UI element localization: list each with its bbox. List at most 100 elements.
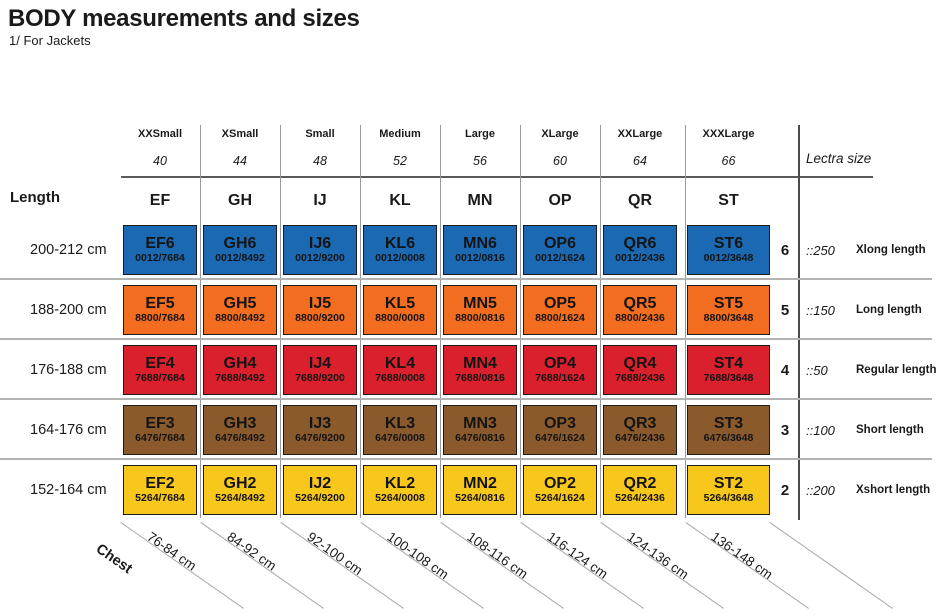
lectra-divider-line (798, 125, 800, 520)
size-cell: KL6 0012/0008 (363, 225, 437, 275)
size-cell-code: EF4 (145, 354, 175, 372)
column-size-number: 60 (553, 154, 567, 168)
row-separator-line (0, 338, 932, 340)
size-cell-code: GH4 (223, 354, 257, 372)
size-cell-code: GH3 (223, 414, 257, 432)
chest-range-label: 100-108 cm (384, 529, 452, 583)
size-cell: OP3 6476/1624 (523, 405, 597, 455)
size-cell: QR3 6476/2436 (603, 405, 677, 455)
row-length-range: 200-212 cm (30, 242, 107, 258)
chest-range-label: 92-100 cm (304, 529, 366, 578)
size-cell-subcode: 0012/3648 (703, 252, 754, 265)
column-size-name: XSmall (221, 128, 259, 140)
size-cell-code: KL2 (384, 474, 416, 492)
size-cell-subcode: 5264/9200 (295, 492, 345, 505)
column-divider-line (440, 125, 441, 518)
row-size-number: 6 (780, 241, 790, 259)
size-cell-subcode: 7688/0816 (455, 372, 505, 385)
column-letter-code: OP (548, 192, 572, 209)
size-cell-code: MN6 (463, 234, 497, 252)
row-length-name: Xlong length (856, 244, 926, 256)
size-cell-code: OP6 (543, 234, 576, 252)
size-cell-code: OP2 (543, 474, 576, 492)
row-length-name: Regular length (856, 364, 937, 376)
size-cell-subcode: 0012/9200 (295, 252, 345, 265)
column-size-number: 66 (721, 154, 736, 168)
lectra-size-header: Lectra size (806, 151, 872, 166)
size-cell: ST4 7688/3648 (687, 345, 770, 395)
row-length-name: Short length (856, 424, 924, 436)
size-cell-subcode: 0012/1624 (535, 252, 585, 265)
size-cell: EF6 0012/7684 (123, 225, 197, 275)
size-cell: OP4 7688/1624 (523, 345, 597, 395)
size-cell: OP6 0012/1624 (523, 225, 597, 275)
size-cell-subcode: 5264/1624 (535, 492, 585, 505)
page-subtitle: 1/ For Jackets (9, 33, 91, 48)
chest-range-label: 76-84 cm (144, 529, 200, 574)
column-size-number: 52 (393, 154, 407, 168)
size-cell-code: GH2 (223, 474, 257, 492)
size-cell-code: EF2 (145, 474, 175, 492)
column-size-name: XXSmall (137, 128, 183, 140)
row-length-name: Xshort length (856, 484, 931, 496)
column-size-name: XXXLarge (702, 128, 755, 140)
size-cell-subcode: 6476/1624 (535, 432, 585, 445)
column-size-number: 44 (233, 154, 247, 168)
column-size-number: 48 (313, 154, 327, 168)
size-cell: KL2 5264/0008 (363, 465, 437, 515)
size-cell-subcode: 5264/0816 (455, 492, 505, 505)
chest-range-label: 136-148 cm (708, 529, 776, 583)
row-separator-line (0, 398, 932, 400)
size-cell-subcode: 7688/8492 (215, 372, 265, 385)
size-cell-code: ST3 (713, 414, 744, 432)
chest-diagonal-line (200, 522, 324, 610)
row-separator-line (0, 278, 932, 280)
header-rule (121, 176, 873, 178)
size-cell: EF4 7688/7684 (123, 345, 197, 395)
row-lectra-code: ::50 (806, 362, 828, 378)
column-size-name: Medium (379, 128, 421, 140)
column-size-name: Small (305, 128, 335, 140)
size-cell-code: KL6 (384, 234, 416, 252)
size-cell-code: MN3 (463, 414, 497, 432)
chest-diagonal-line (360, 522, 484, 610)
size-cell: GH5 8800/8492 (203, 285, 277, 335)
chest-range-label: 116-124 cm (544, 529, 611, 582)
size-cell: IJ2 5264/9200 (283, 465, 357, 515)
size-cell-subcode: 7688/0008 (375, 372, 425, 385)
column-size-name: Large (465, 128, 495, 140)
size-cell-code: MN4 (463, 354, 497, 372)
chest-diagonal-line (120, 522, 244, 610)
size-cell-code: OP5 (543, 294, 576, 312)
size-cell-subcode: 8800/3648 (703, 312, 754, 325)
column-letter-code: KL (389, 192, 411, 209)
size-cell-subcode: 0012/0008 (375, 252, 425, 265)
column-letter-code: IJ (313, 192, 327, 209)
size-cell-subcode: 7688/9200 (295, 372, 345, 385)
size-cell-code: EF5 (145, 294, 175, 312)
size-cell-code: EF3 (145, 414, 175, 432)
size-cell-code: ST2 (713, 474, 744, 492)
column-size-number: 40 (153, 154, 167, 168)
size-cell-code: OP4 (543, 354, 576, 372)
size-cell-code: OP3 (543, 414, 576, 432)
size-cell-code: IJ3 (308, 414, 332, 432)
column-divider-line (600, 125, 601, 518)
size-cell-subcode: 8800/0008 (375, 312, 425, 325)
size-cell-subcode: 8800/1624 (535, 312, 585, 325)
chest-range-label: 124-136 cm (624, 529, 692, 583)
row-lectra-code: ::100 (806, 422, 835, 438)
size-cell: MN4 7688/0816 (443, 345, 517, 395)
row-size-number: 4 (780, 361, 790, 379)
chest-diagonal-line (769, 522, 893, 610)
size-cell-subcode: 8800/2436 (615, 312, 665, 325)
row-lectra-code: ::200 (806, 482, 835, 498)
chest-diagonal-line (520, 522, 644, 610)
chest-range-label: 84-92 cm (224, 529, 280, 574)
size-cell: QR5 8800/2436 (603, 285, 677, 335)
size-cell: EF3 6476/7684 (123, 405, 197, 455)
size-cell: ST3 6476/3648 (687, 405, 770, 455)
size-cell-code: MN5 (463, 294, 497, 312)
size-cell-code: ST4 (713, 354, 744, 372)
